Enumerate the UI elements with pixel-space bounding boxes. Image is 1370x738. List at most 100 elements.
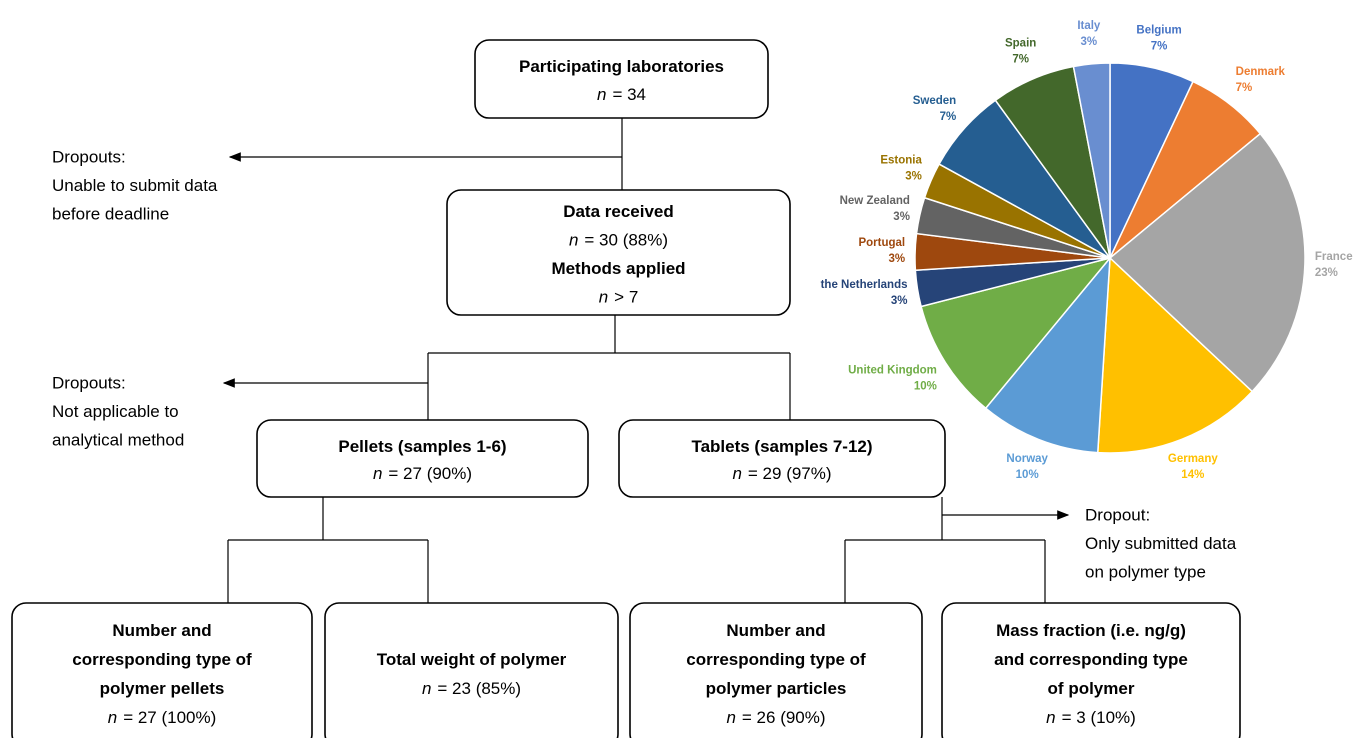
node-text: Participating laboratories: [519, 57, 724, 76]
node-text: n = 34: [597, 85, 646, 104]
pie-value-label: 7%: [1236, 82, 1253, 94]
node-text: corresponding type of: [72, 650, 252, 669]
pie-label: Italy: [1077, 20, 1101, 32]
dropout-text: Dropouts:: [52, 373, 126, 392]
node-text: corresponding type of: [686, 650, 866, 669]
title-text: Mass fraction (i.e. ng/g): [996, 621, 1186, 640]
flow-node: Number and corresponding type of polymer p…: [629, 602, 923, 738]
node-text: n = 26 (90%): [726, 708, 825, 727]
dropout-text: Only submitted data: [1085, 534, 1237, 553]
title-text: Pellets (samples 1-6): [338, 437, 506, 456]
title-text: Participating laboratories: [519, 57, 724, 76]
node-text: n = 23 (85%): [422, 679, 521, 698]
node-text: Methods applied: [551, 259, 685, 278]
node-text: Mass fraction (i.e. ng/g): [996, 621, 1186, 640]
dropout-text: Unable to submit data: [52, 176, 218, 195]
connector: [427, 315, 791, 420]
pie-slice: [920, 256, 1113, 410]
connector: [227, 497, 429, 603]
connector: [844, 497, 1046, 603]
node-text: polymer particles: [706, 679, 847, 698]
title-text: of polymer: [1048, 679, 1135, 698]
dropout-text: Dropouts:: [52, 147, 126, 166]
pie-value-label: 7%: [1151, 40, 1168, 52]
node-box: [446, 189, 791, 316]
flow-node: Data received n = 30 (88%) Methods applied n…: [446, 189, 791, 316]
node-text: polymer pellets: [100, 679, 225, 698]
stat-text: = 26 (90%): [742, 708, 826, 727]
node-text: n = 27 (90%): [373, 464, 472, 483]
variable: n: [422, 679, 431, 698]
node-text: n = 3 (10%): [1046, 708, 1136, 727]
pie-label: Sweden: [913, 95, 956, 107]
node-box: [629, 602, 923, 738]
connectors: [222, 118, 1070, 603]
variable: n: [373, 464, 382, 483]
node-box: [324, 602, 619, 738]
title-text: polymer particles: [706, 679, 847, 698]
node-text: n = 30 (88%): [569, 231, 668, 250]
pie-value-label: 3%: [888, 253, 905, 265]
node-text: Tablets (samples 7-12): [691, 437, 872, 456]
stat-text: = 27 (90%): [388, 464, 472, 483]
title-text: Number and: [726, 621, 825, 640]
flow-node: Pellets (samples 1-6) n = 27 (90%): [256, 419, 589, 498]
pie-value-label: 3%: [905, 171, 922, 183]
title-text: corresponding type of: [686, 650, 866, 669]
flow-node: Total weight of polymer n = 23 (85%): [324, 602, 619, 738]
pie-slice: [1096, 256, 1254, 454]
title-text: corresponding type of: [72, 650, 252, 669]
node-text: n > 7: [599, 288, 639, 307]
title-text: Total weight of polymer: [377, 650, 567, 669]
variable: n: [108, 708, 117, 727]
title-text: Methods applied: [551, 259, 685, 278]
pie-slice: [984, 255, 1111, 454]
pie-value-label: 7%: [1012, 54, 1029, 66]
title-text: and corresponding type: [994, 650, 1188, 669]
node-text: Data received: [563, 202, 674, 221]
pie-value-label: 3%: [891, 295, 908, 307]
title-text: Number and: [112, 621, 211, 640]
node-box: [11, 602, 313, 738]
title-text: polymer pellets: [100, 679, 225, 698]
stat-text: = 34: [612, 85, 646, 104]
node-box: [474, 39, 769, 119]
dropout-text: analytical method: [52, 430, 184, 449]
variable: n: [1046, 708, 1055, 727]
stat-text: = 27 (100%): [123, 708, 216, 727]
flow-node: Number and corresponding type of polymer p…: [11, 602, 313, 738]
variable: n: [599, 288, 608, 307]
dropout-text: on polymer type: [1085, 562, 1206, 581]
pie-value-label: 23%: [1315, 267, 1338, 279]
pie-label: Estonia: [880, 155, 922, 167]
node-text: Number and: [726, 621, 825, 640]
node-box: [941, 602, 1241, 738]
node-text: Pellets (samples 1-6): [338, 437, 506, 456]
variable: n: [597, 85, 606, 104]
pie-value-label: 10%: [914, 381, 937, 393]
dropout-text: Dropout:: [1085, 505, 1150, 524]
pie-label: United Kingdom: [848, 365, 937, 377]
node-text: of polymer: [1048, 679, 1135, 698]
node-box: [256, 419, 589, 498]
stat-text: = 3 (10%): [1062, 708, 1136, 727]
variable: n: [732, 464, 741, 483]
pie-slice: [1072, 62, 1111, 259]
node-text: n = 27 (100%): [108, 708, 217, 727]
node-box: [618, 419, 946, 498]
variable: n: [569, 231, 578, 250]
pie-value-label: 3%: [893, 211, 910, 223]
pie-slice: [1108, 132, 1306, 393]
pie-label: Portugal: [858, 237, 905, 249]
pie-label: the Netherlands: [821, 279, 908, 291]
node-text: and corresponding type: [994, 650, 1188, 669]
pie-label: Belgium: [1136, 24, 1181, 36]
dropout-text: Not applicable to: [52, 402, 179, 421]
pie-value-label: 3%: [1081, 36, 1098, 48]
stat-text: = 29 (97%): [748, 464, 832, 483]
node-text: Number and: [112, 621, 211, 640]
flow-node: Mass fraction (i.e. ng/g) and correspondi…: [941, 602, 1241, 738]
pie-label: Spain: [1005, 38, 1036, 50]
variable: n: [726, 708, 735, 727]
stat-text: = 30 (88%): [584, 231, 668, 250]
